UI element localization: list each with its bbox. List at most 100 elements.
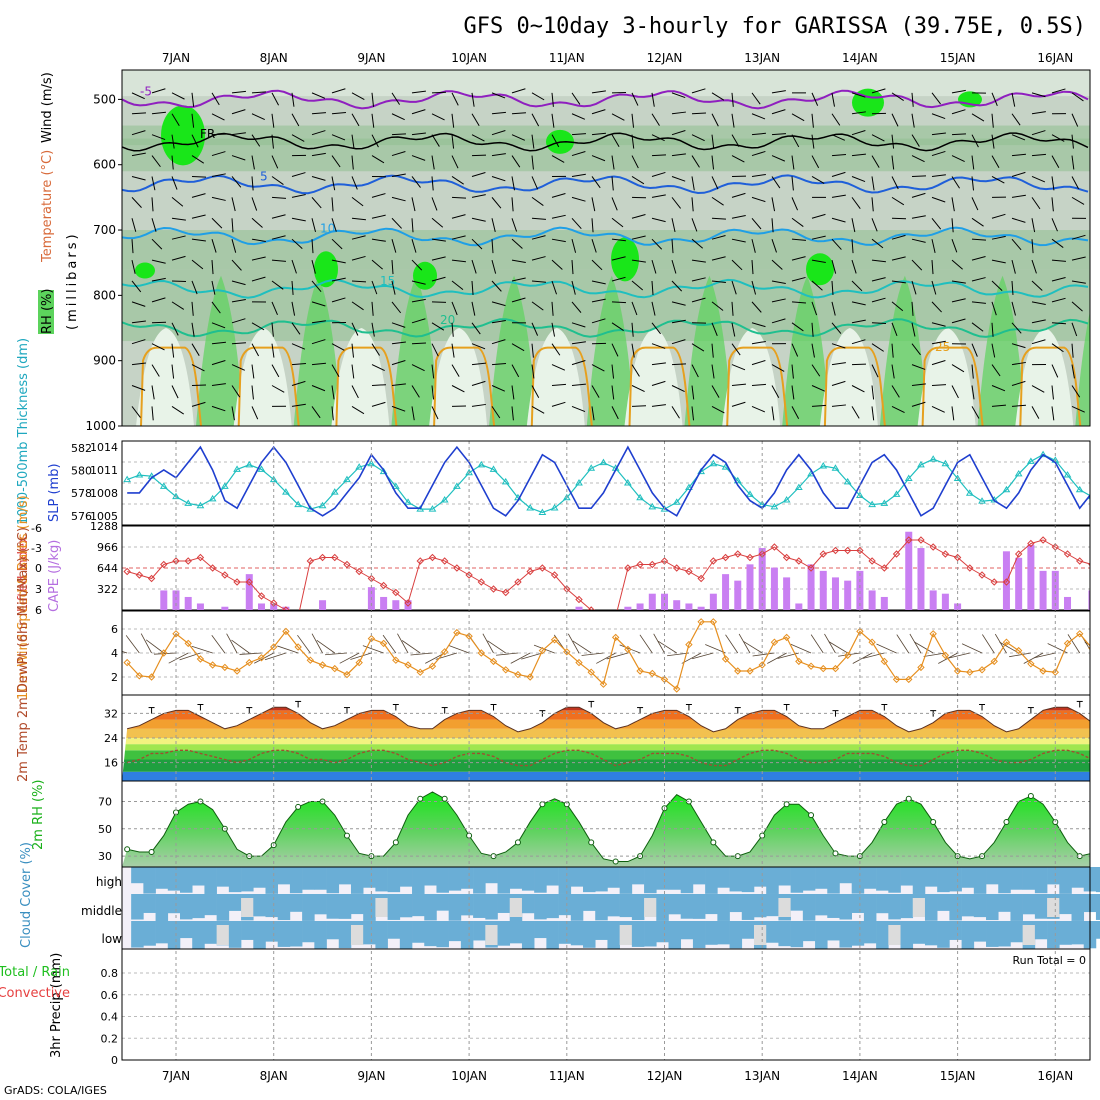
wind-barb (171, 301, 185, 310)
wind-barb (551, 364, 566, 371)
wind-barb (831, 113, 841, 126)
wind10m-marker (709, 618, 718, 626)
wind-barb (851, 197, 861, 209)
wind-barb (531, 176, 539, 190)
wind-barb (151, 297, 166, 303)
wind-barb (171, 364, 175, 379)
wind-barb (931, 322, 946, 327)
wind-barb (571, 359, 586, 366)
wind-barb (571, 301, 582, 313)
wind-barb (831, 154, 846, 157)
cape-bar (954, 603, 962, 610)
wind-barb (1031, 197, 1041, 210)
wind-barb (491, 153, 506, 157)
wind-barb (931, 405, 945, 413)
wind-barb (971, 277, 986, 282)
wind-barb (751, 405, 766, 413)
cloud-cell (546, 894, 559, 919)
cloud-cell (314, 921, 327, 949)
lifted-marker (1076, 557, 1084, 565)
lifted-marker (795, 557, 803, 565)
wind-barb (891, 385, 900, 398)
date-label-top: 13JAN (744, 51, 780, 65)
lifted-marker (538, 564, 547, 572)
wind-barb (231, 318, 246, 324)
cloud-cell (973, 867, 987, 894)
isotherm-25 (335, 346, 398, 426)
lifted-marker (379, 581, 388, 590)
wind-barb (791, 385, 795, 400)
moist-plume (1075, 311, 1090, 426)
cloud-cell (778, 921, 791, 947)
cloud-cell (521, 921, 535, 949)
thickness-tick: 580 (71, 465, 92, 478)
wind-barb (1051, 88, 1066, 94)
wind-barb (931, 260, 934, 275)
wind-barb (371, 401, 386, 407)
isotherm-line (122, 89, 1089, 110)
cloud-cell (790, 921, 804, 948)
wind-barb (611, 322, 624, 332)
wind-barb (411, 385, 420, 398)
wind10m-barb (1067, 634, 1081, 654)
thickness-marker (550, 504, 559, 511)
high-rh-patch (135, 262, 155, 279)
wind-barb (531, 113, 540, 127)
wind-barb (271, 235, 286, 240)
wind-barb (471, 217, 486, 222)
wind-barb (431, 155, 435, 170)
cape-bar (172, 590, 180, 610)
cape-bar (1002, 551, 1010, 610)
wind-barb (291, 238, 303, 250)
wind-barb (171, 196, 184, 207)
cloud-cell (595, 894, 608, 921)
wind-barb (651, 322, 661, 335)
lifted-marker (575, 595, 583, 604)
lifted-marker (184, 557, 192, 565)
rh2m-marker (539, 801, 546, 808)
wind-barb (471, 343, 486, 350)
thickness-marker (1039, 450, 1047, 458)
thickness-marker (587, 464, 596, 471)
wind-barb (471, 92, 475, 107)
cloud-cell (204, 921, 217, 944)
lifted-marker (318, 553, 327, 562)
temp2m-axis-label: 2m Temp 2m DewPt (6hr Min/Max) (°C) (16, 527, 31, 782)
thickness-marker (343, 475, 351, 483)
cape-tick: 644 (97, 562, 118, 575)
wind-barb (331, 364, 340, 377)
wind-barb (191, 92, 195, 107)
wind-barb (631, 113, 635, 128)
wind-barb (791, 256, 806, 261)
cloud-cell (1071, 867, 1085, 888)
wind-barb (671, 153, 686, 157)
millibars-axis-label: (millibars) (65, 231, 80, 330)
cloud-cell (204, 894, 217, 916)
wind-barb (411, 132, 426, 136)
wind-barb (591, 218, 594, 233)
wind-barb (511, 343, 525, 352)
cloud-gap (350, 925, 364, 945)
wind-barb (411, 239, 417, 253)
wind-barb (811, 404, 827, 407)
wind10m-marker (538, 646, 547, 655)
thickness-marker (794, 483, 803, 491)
cloud-cell (815, 921, 828, 949)
lifted-marker (233, 578, 241, 586)
wind-barb (751, 322, 766, 328)
wind-barb (491, 301, 506, 307)
wind-barb (851, 111, 866, 115)
wind-barb (611, 301, 627, 304)
thickness-marker (391, 482, 400, 489)
wind-barb (331, 277, 346, 282)
cloud-cell (717, 921, 730, 945)
wind-barb (431, 197, 438, 211)
wind-barb (191, 322, 195, 337)
cape-bar (1015, 557, 1023, 610)
wind-barb (751, 383, 766, 386)
wind-barb (751, 113, 766, 120)
wind-barb (951, 218, 954, 233)
cloud-cell (1071, 921, 1085, 945)
cloud-cell (570, 921, 584, 946)
cloud-cell (534, 867, 547, 893)
